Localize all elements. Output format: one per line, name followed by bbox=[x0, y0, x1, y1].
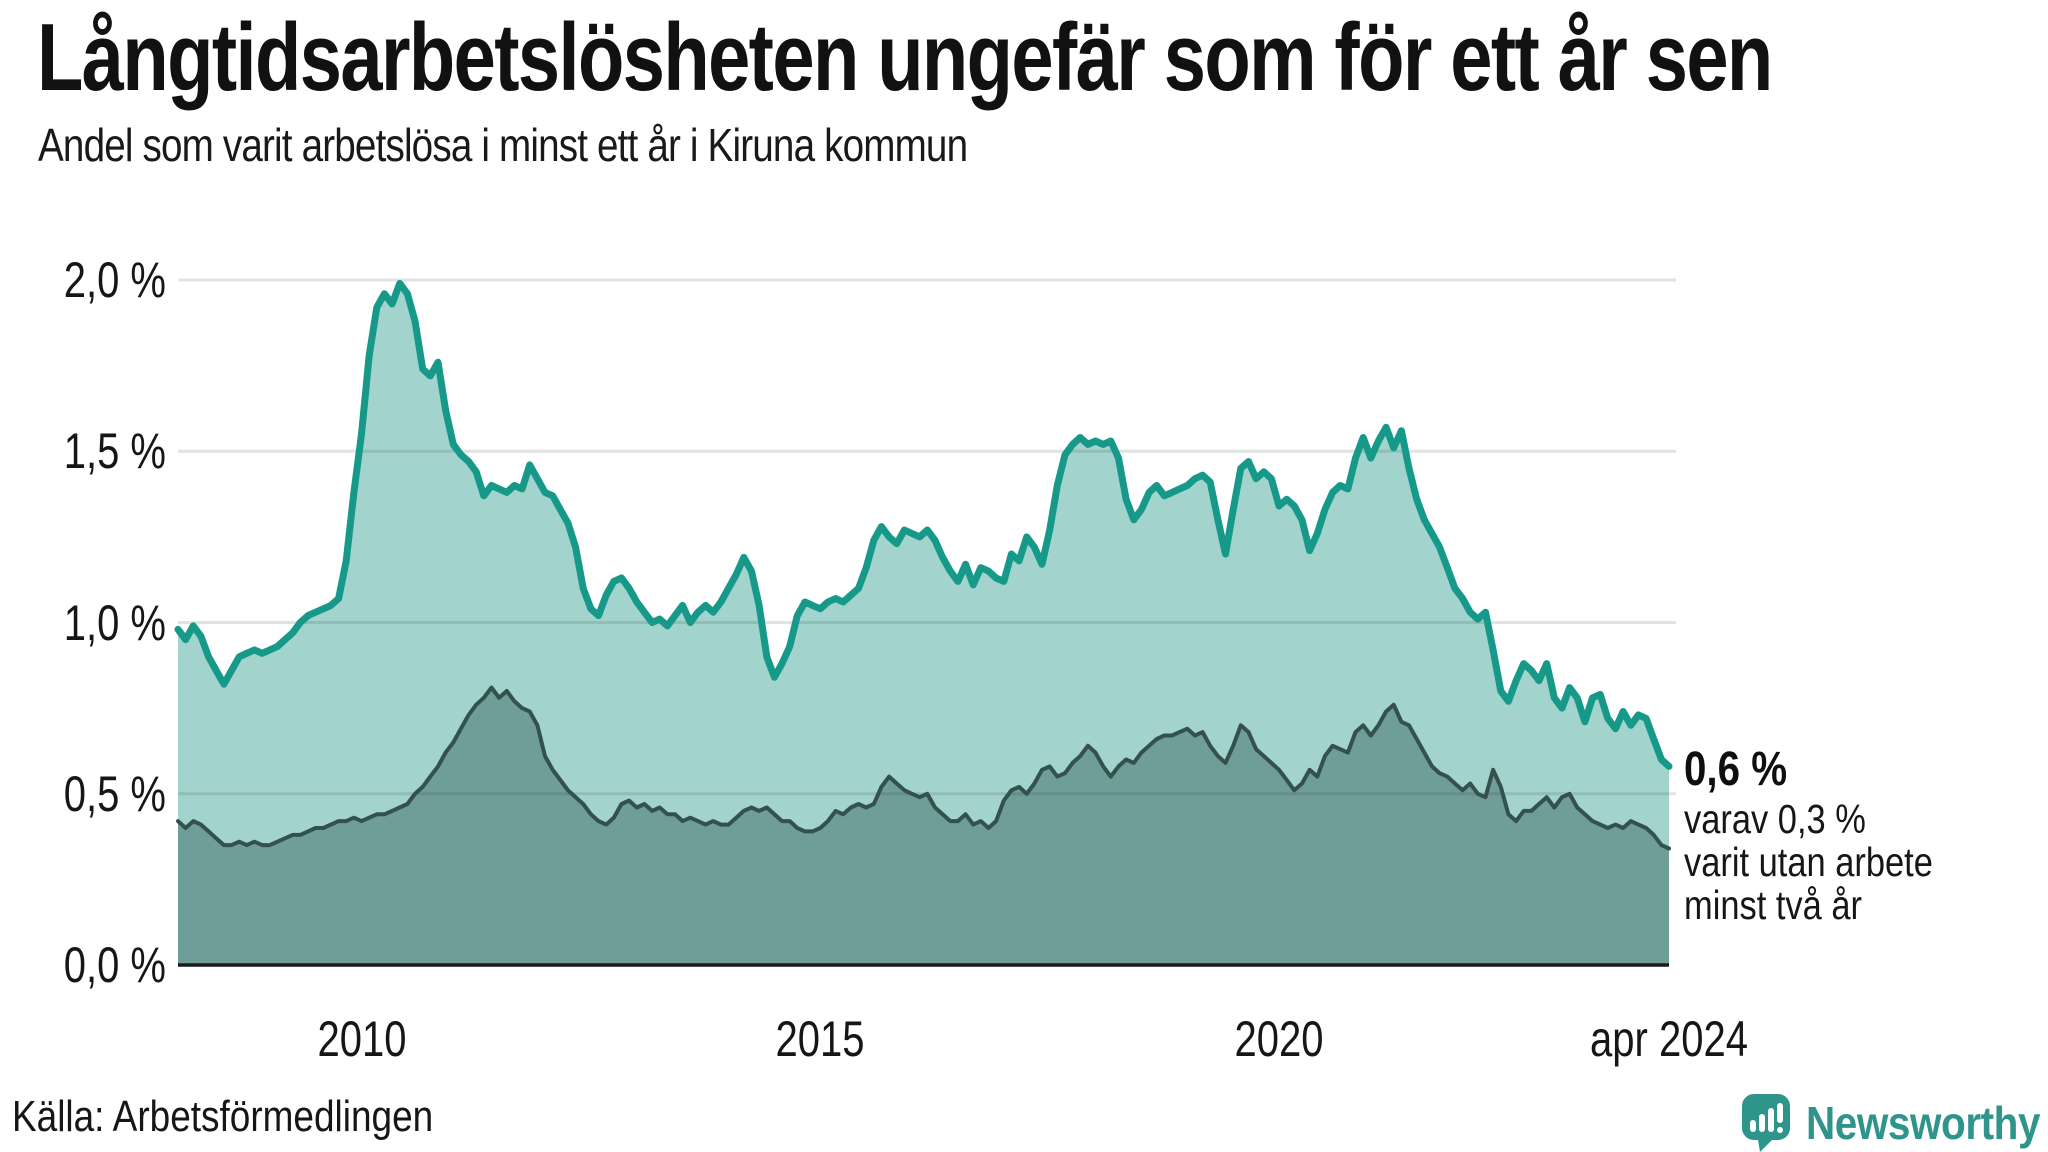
annotation-line-2: varit utan arbete bbox=[1684, 839, 1933, 885]
newsworthy-wordmark: Newsworthy bbox=[1806, 1097, 2041, 1149]
annotation-line-3: minst två år bbox=[1684, 882, 1862, 928]
newsworthy-logo[interactable]: Newsworthy bbox=[1742, 1094, 2048, 1152]
series-line-one-year bbox=[174, 279, 1673, 770]
x-axis-label: 2015 bbox=[775, 1011, 865, 1067]
end-value-annotation: 0,6 % varav 0,3 % varit utan arbete mins… bbox=[1684, 742, 1933, 927]
y-axis-label: 0,5 % bbox=[63, 765, 167, 822]
x-axis-label: apr 2024 bbox=[1590, 1011, 1748, 1067]
y-axis-label: 0,0 % bbox=[63, 937, 167, 993]
source-credit: Källa: Arbetsförmedlingen bbox=[12, 1092, 434, 1141]
end-value-label: 0,6 % bbox=[1684, 743, 1788, 796]
chart-subtitle: Andel som varit arbetslösa i minst ett å… bbox=[38, 119, 968, 171]
series-line-two-years bbox=[176, 685, 1671, 851]
y-axis-label: 2,0 % bbox=[63, 252, 167, 308]
x-axis-label: 2010 bbox=[317, 1011, 406, 1067]
newsworthy-speech-bubble-chart-icon bbox=[1742, 1094, 1790, 1152]
page-title: Långtidsarbetslösheten ungefär som för e… bbox=[37, 4, 1773, 111]
area-fill-two-years bbox=[178, 687, 1669, 965]
x-axis-label: 2020 bbox=[1234, 1011, 1324, 1067]
annotation-line-1: varav 0,3 % bbox=[1684, 796, 1866, 842]
y-axis-label: 1,0 % bbox=[63, 594, 167, 651]
y-axis-label: 1,5 % bbox=[63, 423, 167, 480]
